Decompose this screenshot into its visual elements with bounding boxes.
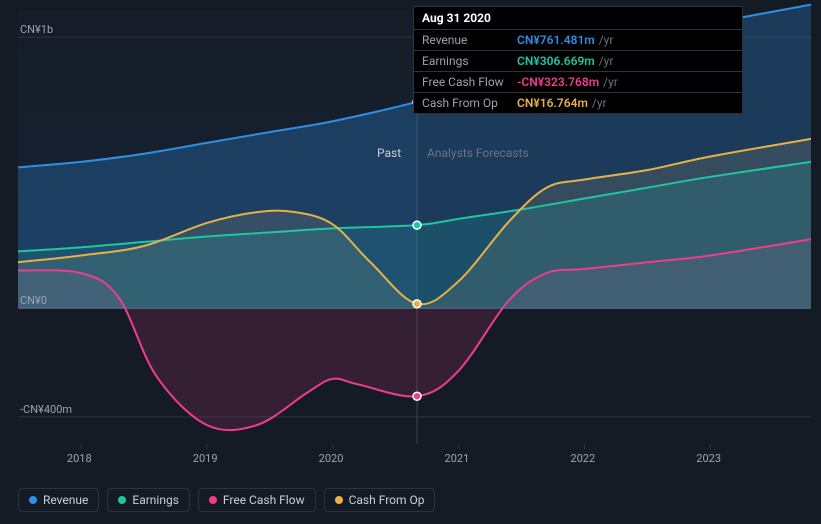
x-tick-label: 2019 (193, 452, 218, 465)
tooltip-row: EarningsCN¥306.669m/yr (414, 51, 742, 72)
hover-tooltip: Aug 31 2020 RevenueCN¥761.481m/yrEarning… (413, 6, 743, 114)
legend-dot-icon (29, 496, 37, 504)
tooltip-unit: /yr (603, 75, 618, 89)
forecast-section-label: Analysts Forecasts (427, 146, 529, 160)
y-tick-label: CN¥1b (20, 23, 53, 36)
legend-label: Free Cash Flow (223, 493, 305, 507)
legend-item-cashop[interactable]: Cash From Op (324, 488, 436, 512)
legend-item-revenue[interactable]: Revenue (18, 488, 99, 512)
tooltip-row: RevenueCN¥761.481m/yr (414, 30, 742, 51)
tooltip-metric-value: CN¥16.764m (517, 96, 588, 110)
tooltip-row: Free Cash Flow-CN¥323.768m/yr (414, 72, 742, 93)
y-tick-label: -CN¥400m (20, 403, 72, 416)
tooltip-metric-value: CN¥761.481m (517, 33, 595, 47)
y-tick-label: CN¥0 (20, 294, 47, 307)
legend-dot-icon (335, 496, 343, 504)
tooltip-unit: /yr (599, 33, 614, 47)
x-tick-label: 2021 (445, 452, 470, 465)
tooltip-metric-value: CN¥306.669m (517, 54, 595, 68)
x-tick-label: 2023 (696, 452, 721, 465)
chart-legend: Revenue Earnings Free Cash Flow Cash Fro… (18, 488, 435, 512)
tooltip-row: Cash From OpCN¥16.764m/yr (414, 93, 742, 113)
tooltip-date: Aug 31 2020 (414, 7, 742, 30)
x-tick-label: 2018 (67, 452, 92, 465)
past-section-label: Past (377, 146, 401, 160)
legend-label: Revenue (43, 493, 88, 507)
legend-dot-icon (118, 496, 126, 504)
legend-item-earnings[interactable]: Earnings (107, 488, 190, 512)
x-tick-label: 2020 (319, 452, 344, 465)
tooltip-unit: /yr (599, 54, 614, 68)
x-tick-label: 2022 (570, 452, 595, 465)
legend-item-fcf[interactable]: Free Cash Flow (198, 488, 316, 512)
legend-dot-icon (209, 496, 217, 504)
tooltip-metric-label: Revenue (422, 33, 517, 47)
tooltip-metric-label: Free Cash Flow (422, 75, 517, 89)
tooltip-metric-value: -CN¥323.768m (517, 75, 599, 89)
tooltip-metric-label: Cash From Op (422, 96, 517, 110)
legend-label: Cash From Op (349, 493, 425, 507)
tooltip-metric-label: Earnings (422, 54, 517, 68)
tooltip-unit: /yr (592, 96, 607, 110)
legend-label: Earnings (132, 493, 179, 507)
